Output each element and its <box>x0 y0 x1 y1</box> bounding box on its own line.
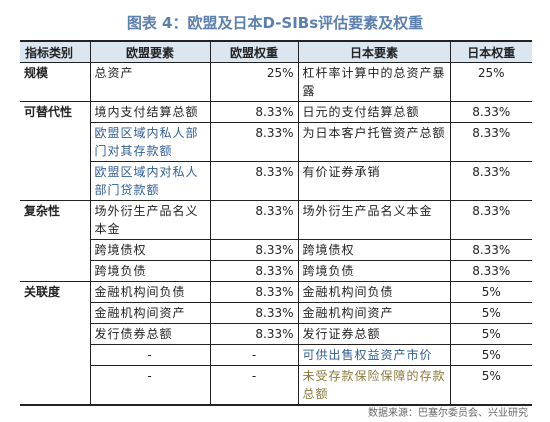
table-row: 跨境债权 8.33% 跨境债权 8.33% <box>20 239 532 261</box>
table-row: - - 可供出售权益资产市价 5% <box>20 344 532 366</box>
jp-weight: 8.33% <box>449 239 532 261</box>
header-category: 指标类别 <box>20 40 90 63</box>
jp-weight: 25% <box>449 62 532 102</box>
table-row: 金融机构间资产 8.33% 金融机构间资产 5% <box>20 302 532 324</box>
eu-factor: 跨境债权 <box>89 239 210 261</box>
jp-factor: 可供出售权益资产市价 <box>297 344 450 366</box>
header-eu-weight: 欧盟权重 <box>209 40 298 63</box>
eu-weight: 8.33% <box>209 323 298 345</box>
jp-factor: 为日本客户托管资产总额 <box>297 122 450 162</box>
eu-factor: - <box>89 365 210 406</box>
jp-weight: 8.33% <box>449 101 532 123</box>
eu-weight: 8.33% <box>209 122 298 162</box>
table-row: - - 未受存款保险保障的存款总额 5% <box>20 365 532 406</box>
category-label: 关联度 <box>24 285 61 299</box>
figure-title: 图表 4：欧盟及日本D-SIBs评估要素及权重 <box>126 14 424 32</box>
category-label: 复杂性 <box>24 204 61 218</box>
category-label: 规模 <box>20 62 90 102</box>
table-row: 关联度 金融机构间负债 8.33% 金融机构间负债 5% <box>20 281 532 303</box>
jp-factor: 跨境负债 <box>297 260 450 282</box>
eu-weight: 8.33% <box>209 161 298 201</box>
eu-factor: 跨境负债 <box>89 260 210 282</box>
eu-weight: 8.33% <box>209 281 298 303</box>
eu-factor: 总资产 <box>89 62 210 102</box>
eu-weight: 8.33% <box>209 302 298 324</box>
jp-factor: 杠杆率计算中的总资产暴露 <box>297 62 450 102</box>
jp-weight: 5% <box>449 281 532 303</box>
header-jp-weight: 日本权重 <box>449 40 532 63</box>
table-row: 跨境负债 8.33% 跨境负债 8.33% <box>20 260 532 282</box>
jp-factor: 金融机构间负债 <box>297 281 450 303</box>
jp-factor: 场外衍生产品名义本金 <box>297 200 450 240</box>
jp-weight: 8.33% <box>449 161 532 201</box>
table-row: 发行债券总额 8.33% 发行证券总额 5% <box>20 323 532 345</box>
jp-factor: 未受存款保险保障的存款总额 <box>297 365 450 406</box>
eu-factor: 欧盟区域内私人部门对其存款额 <box>89 122 210 162</box>
table-row: 复杂性 场外衍生产品名义本金 8.33% 场外衍生产品名义本金 8.33% <box>20 200 532 240</box>
header-eu-factor: 欧盟要素 <box>89 40 210 63</box>
eu-weight: - <box>209 365 298 406</box>
jp-weight: 8.33% <box>449 122 532 162</box>
jp-factor: 金融机构间资产 <box>297 302 450 324</box>
source-note: 数据来源：巴塞尔委员会、兴业研究 <box>368 408 528 419</box>
eu-factor: - <box>89 344 210 366</box>
eu-weight: 8.33% <box>209 200 298 240</box>
jp-weight: 5% <box>449 344 532 366</box>
table-row: 规模 总资产 25% 杠杆率计算中的总资产暴露 25% <box>20 62 532 102</box>
weights-table: 指标类别 欧盟要素 欧盟权重 日本要素 日本权重 规模 总资产 25% 杠杆率计… <box>20 40 532 406</box>
eu-weight: 8.33% <box>209 239 298 261</box>
eu-factor: 金融机构间负债 <box>89 281 210 303</box>
jp-weight: 5% <box>449 323 532 345</box>
jp-factor: 发行证券总额 <box>297 323 450 345</box>
header-jp-factor: 日本要素 <box>297 40 450 63</box>
eu-weight: - <box>209 344 298 366</box>
jp-factor: 跨境债权 <box>297 239 450 261</box>
eu-factor: 欧盟区域内对私人部门贷款额 <box>89 161 210 201</box>
table-row: 可替代性 境内支付结算总额 8.33% 日元的支付结算总额 8.33% <box>20 101 532 123</box>
eu-factor: 场外衍生产品名义本金 <box>89 200 210 240</box>
eu-factor: 发行债券总额 <box>89 323 210 345</box>
eu-factor: 金融机构间资产 <box>89 302 210 324</box>
jp-factor: 日元的支付结算总额 <box>297 101 450 123</box>
jp-weight: 5% <box>449 365 532 406</box>
jp-weight: 5% <box>449 302 532 324</box>
eu-factor: 境内支付结算总额 <box>89 101 210 123</box>
header-row: 指标类别 欧盟要素 欧盟权重 日本要素 日本权重 <box>20 40 532 63</box>
category-label: 可替代性 <box>24 105 73 119</box>
jp-weight: 8.33% <box>449 260 532 282</box>
table-row: 欧盟区域内私人部门对其存款额 8.33% 为日本客户托管资产总额 8.33% <box>20 122 532 162</box>
eu-weight: 25% <box>209 62 298 102</box>
jp-factor: 有价证券承销 <box>297 161 450 201</box>
eu-weight: 8.33% <box>209 260 298 282</box>
eu-weight: 8.33% <box>209 101 298 123</box>
jp-weight: 8.33% <box>449 200 532 240</box>
table-row: 欧盟区域内对私人部门贷款额 8.33% 有价证券承销 8.33% <box>20 161 532 201</box>
